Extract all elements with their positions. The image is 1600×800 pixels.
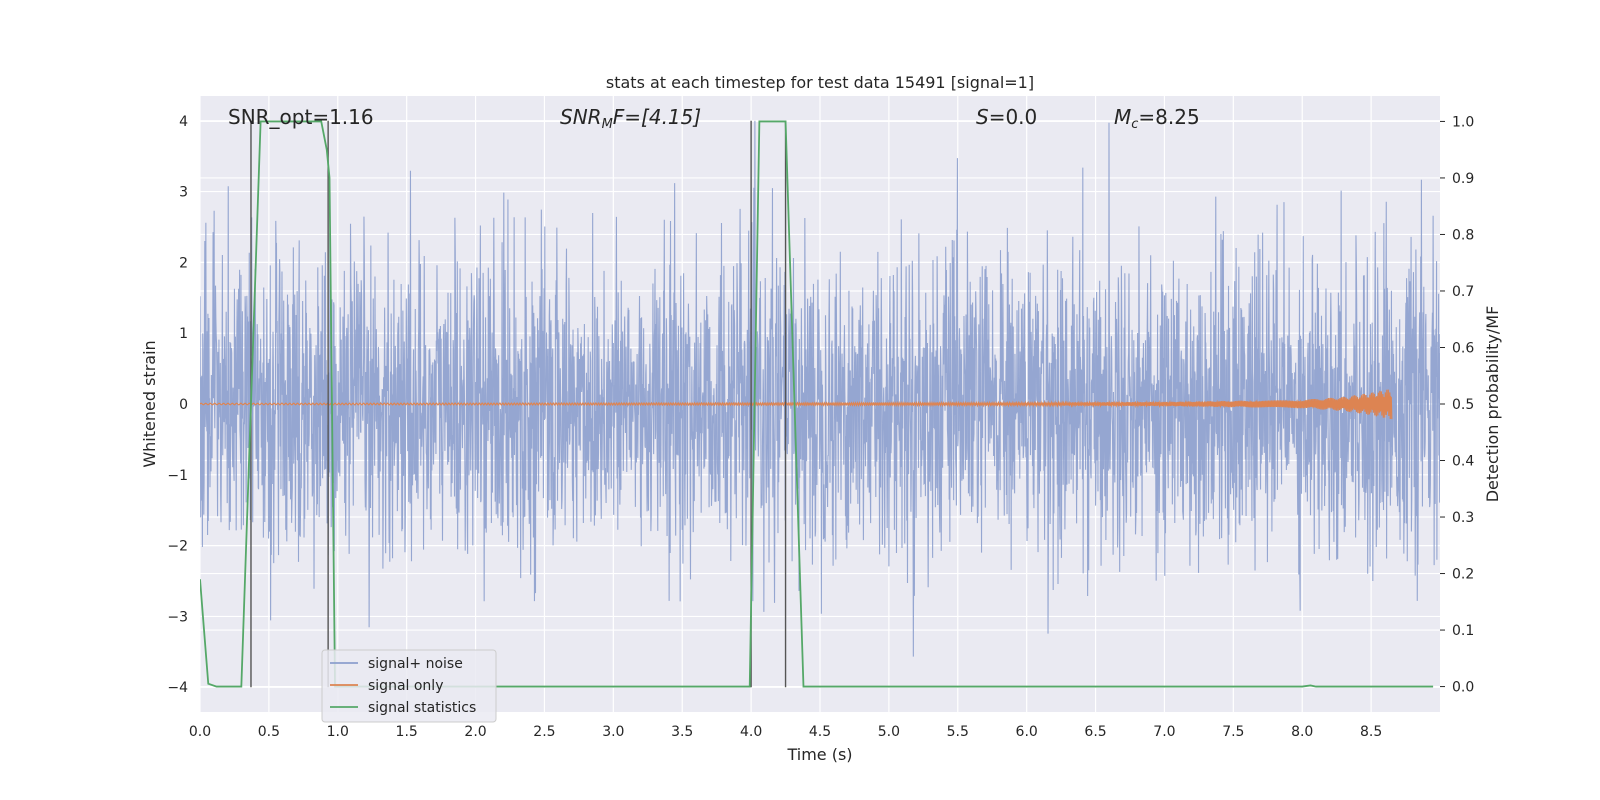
y-left-tick-label: 3 bbox=[179, 185, 188, 201]
x-tick-label: 4.5 bbox=[809, 724, 831, 740]
legend: signal+ noise signal only signal statist… bbox=[321, 649, 497, 723]
x-tick-label: 0.5 bbox=[258, 724, 280, 740]
x-axis-ticks: 0.0 0.5 1.0 1.5 2.0 2.5 3.0 3.5 4.0 4.5 5.0 5.5 6.0 6… bbox=[189, 724, 1382, 740]
annotation-s-rest: =0.0 bbox=[989, 105, 1038, 129]
series-signal-only-line bbox=[200, 389, 1393, 420]
x-tick-label: 5.5 bbox=[947, 724, 969, 740]
x-tick-label: 6.0 bbox=[1016, 724, 1038, 740]
y-axis-left-label: Whitened strain bbox=[140, 340, 159, 467]
annotation-mc-rest: =8.25 bbox=[1138, 105, 1199, 129]
y-right-tick-label: 0.5 bbox=[1452, 397, 1474, 413]
x-tick-label: 2.0 bbox=[464, 724, 486, 740]
y-left-tick-label: −1 bbox=[167, 468, 188, 484]
legend-box bbox=[321, 649, 497, 723]
y-left-tick-label: 0 bbox=[179, 397, 188, 413]
x-tick-label: 1.5 bbox=[396, 724, 418, 740]
annotation-mc-sub: c bbox=[1131, 117, 1138, 132]
x-tick-label: 1.0 bbox=[327, 724, 349, 740]
y-left-tick-label: 1 bbox=[179, 326, 188, 342]
y-axis-right-ticks: 0.0 0.1 0.2 0.3 0.4 0.5 0.6 0.7 0.8 0.9 1.0 bbox=[1440, 114, 1474, 696]
y-axis-right-label: Detection probability/MF bbox=[1483, 306, 1502, 503]
y-left-tick-label: −2 bbox=[167, 539, 188, 555]
y-right-tick-label: 0.6 bbox=[1452, 340, 1474, 356]
x-tick-label: 6.5 bbox=[1084, 724, 1106, 740]
y-right-tick-label: 0.8 bbox=[1452, 227, 1474, 243]
chart-title: stats at each timestep for test data 154… bbox=[606, 73, 1034, 92]
series-signal-only bbox=[200, 389, 1393, 420]
x-tick-label: 8.0 bbox=[1291, 724, 1313, 740]
x-tick-label: 3.5 bbox=[671, 724, 693, 740]
y-right-tick-label: 0.3 bbox=[1452, 510, 1474, 526]
y-right-tick-label: 1.0 bbox=[1452, 114, 1474, 130]
x-tick-label: 7.0 bbox=[1153, 724, 1175, 740]
y-right-tick-label: 0.4 bbox=[1452, 454, 1474, 470]
y-right-tick-label: 0.1 bbox=[1452, 623, 1474, 639]
y-right-tick-label: 0.0 bbox=[1452, 680, 1474, 696]
x-tick-label: 0.0 bbox=[189, 724, 211, 740]
series-signal-noise-line bbox=[200, 120, 1440, 657]
legend-label-signal-statistics: signal statistics bbox=[368, 700, 476, 716]
x-tick-label: 2.5 bbox=[533, 724, 555, 740]
annotation-mc: Mc=8.25 bbox=[1114, 105, 1200, 132]
y-left-tick-label: 4 bbox=[179, 114, 188, 130]
annotation-snr-mf: SNRMF=[4.15] bbox=[560, 105, 701, 132]
annotation-snr-mf-main: SNR bbox=[560, 105, 602, 129]
y-left-tick-label: −3 bbox=[167, 609, 188, 625]
x-tick-label: 7.5 bbox=[1222, 724, 1244, 740]
x-tick-label: 5.0 bbox=[878, 724, 900, 740]
annotation-snr-mf-rest: F=[4.15] bbox=[613, 105, 701, 129]
x-tick-label: 3.0 bbox=[602, 724, 624, 740]
legend-label-signal-only: signal only bbox=[368, 678, 443, 694]
y-right-tick-label: 0.2 bbox=[1452, 567, 1474, 583]
y-right-tick-label: 0.7 bbox=[1452, 284, 1474, 300]
x-axis-label: Time (s) bbox=[786, 745, 852, 764]
legend-label-signal-noise: signal+ noise bbox=[368, 656, 463, 672]
y-left-tick-label: −4 bbox=[167, 680, 188, 696]
annotation-mc-main: M bbox=[1114, 105, 1131, 129]
annotation-s-main: S bbox=[976, 105, 989, 129]
x-tick-label: 4.0 bbox=[740, 724, 762, 740]
series-signal-noise bbox=[200, 120, 1440, 657]
annotation-snr-opt: SNR_opt=1.16 bbox=[228, 105, 374, 129]
annotation-snr-mf-sub: M bbox=[602, 117, 613, 132]
annotation-s: S=0.0 bbox=[976, 105, 1037, 129]
x-tick-label: 8.5 bbox=[1360, 724, 1382, 740]
y-right-tick-label: 0.9 bbox=[1452, 171, 1474, 187]
y-axis-left-ticks: −4 −3 −2 −1 0 1 2 3 4 bbox=[167, 114, 188, 696]
y-left-tick-label: 2 bbox=[179, 255, 188, 271]
